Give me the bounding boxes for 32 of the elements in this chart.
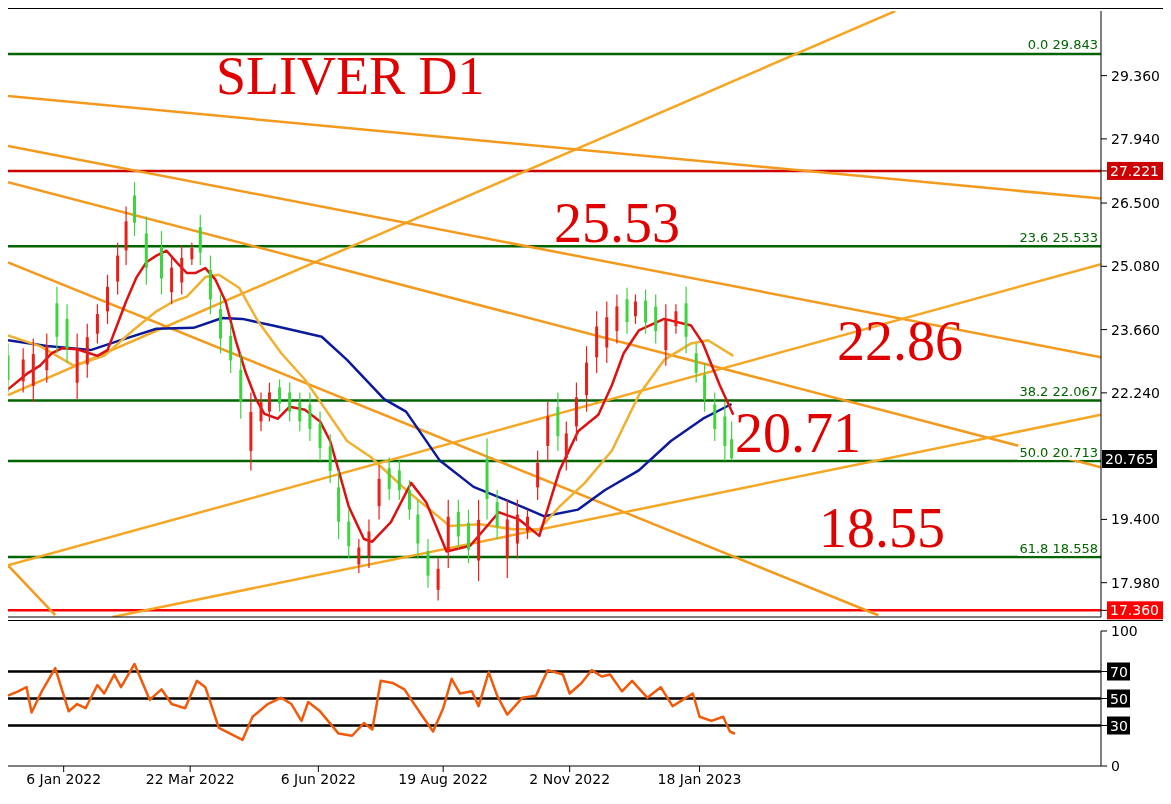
y-tick-label: 23.660 [1111,321,1160,338]
y-tick-label: 19.400 [1111,511,1160,528]
text: SLIVER D1 [216,46,485,106]
ref-line-label: 50.0 20.713 [1018,444,1099,460]
annotation: 18.55 [819,497,945,559]
y-tick-label: 27.940 [1111,130,1160,147]
y-tick-label: 30 [1110,717,1128,734]
ref-line-label: 23.6 25.533 [1018,229,1099,245]
x-tick-label: 22 Mar 2022 [145,770,235,787]
y-tick-label: 29.360 [1111,67,1160,84]
y-tick-label: 22.240 [1111,384,1160,401]
x-tick-label: 19 Aug 2022 [398,770,489,787]
ref-line-label: 0.0 29.843 [1026,37,1099,53]
y-tick-label: 0 [1111,758,1120,774]
annotation: 20.71 [735,402,861,464]
x-tick-label: 6 Jun 2022 [280,770,357,787]
y-tick-label: 100 [1111,623,1138,639]
ref-line-label: 38.2 22.067 [1018,384,1099,400]
y-tick-label: 27.221 [1110,162,1159,179]
y-tick-label: 17.980 [1111,574,1160,591]
y-tick-label: 17.360 [1110,602,1159,619]
x-tick-label: 2 Nov 2022 [529,770,611,787]
ref-line-label: 61.8 18.558 [1018,540,1099,556]
x-tick-label: 18 Jan 2023 [657,770,742,787]
x-tick-label: 6 Jan 2022 [26,770,102,787]
text: 20.765 [1102,450,1157,468]
y-tick-label: 25.080 [1111,258,1160,275]
y-tick-label: 50 [1110,690,1128,707]
y-tick-label: 70 [1110,663,1128,680]
annotation: 22.86 [837,310,963,372]
y-tick-label: 26.500 [1111,195,1160,212]
annotation: 25.53 [554,192,680,254]
